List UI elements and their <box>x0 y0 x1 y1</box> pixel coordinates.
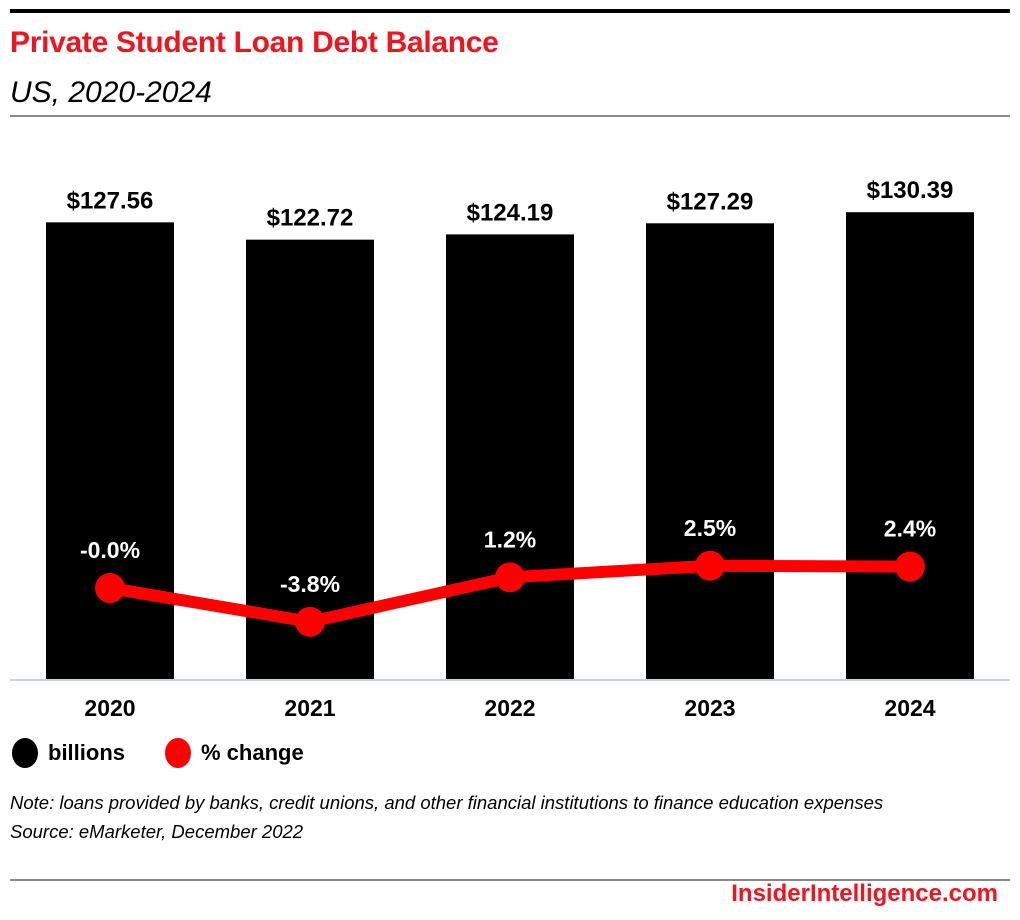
bar-value-label: $127.29 <box>667 188 754 215</box>
legend-item-billions: billions <box>12 738 125 768</box>
change-value-label: -0.0% <box>80 537 140 563</box>
change-point <box>95 573 125 603</box>
brand-logo: InsiderIntelligence.com <box>731 880 998 907</box>
change-value-label: -3.8% <box>280 571 340 597</box>
x-tick-label: 2023 <box>684 695 735 721</box>
bar <box>46 222 174 679</box>
x-tick-label: 2021 <box>284 695 335 721</box>
change-point <box>695 550 725 581</box>
bar-value-label: $124.19 <box>467 199 554 226</box>
legend-item-change: % change <box>165 738 304 768</box>
bar-value-label: $122.72 <box>267 205 354 232</box>
top-rule <box>10 9 1010 13</box>
source-text: Source: eMarketer, December 2022 <box>10 821 304 842</box>
chart-subtitle: US, 2020-2024 <box>10 76 212 109</box>
legend-swatch-red <box>165 738 191 768</box>
change-point <box>495 562 525 593</box>
change-point <box>295 606 325 637</box>
change-value-label: 2.4% <box>884 516 936 542</box>
bar-value-label: $130.39 <box>867 177 954 204</box>
bar <box>446 234 574 680</box>
chart-title: Private Student Loan Debt Balance <box>10 26 499 59</box>
legend-label: billions <box>48 740 125 765</box>
bar <box>846 212 974 679</box>
footer-divider <box>10 879 1010 881</box>
x-tick-label: 2020 <box>84 695 135 721</box>
legend: billions % change <box>12 738 344 768</box>
x-tick-label: 2022 <box>484 695 535 721</box>
footnote: Note: loans provided by banks, credit un… <box>10 788 890 846</box>
bar <box>646 223 774 679</box>
legend-swatch-black <box>12 738 38 768</box>
note-text: Note: loans provided by banks, credit un… <box>10 792 884 813</box>
legend-label: % change <box>201 740 304 765</box>
chart-area: $127.56 2020 $122.72 2021 $124.19 2022 $127.29… <box>10 177 1010 721</box>
bar <box>246 239 374 679</box>
change-value-label: 1.2% <box>484 526 536 552</box>
change-value-label: 2.5% <box>684 515 736 541</box>
bar-value-label: $127.56 <box>67 187 154 214</box>
x-tick-label: 2024 <box>884 695 935 721</box>
header-divider <box>10 115 1010 117</box>
change-point <box>895 551 925 582</box>
